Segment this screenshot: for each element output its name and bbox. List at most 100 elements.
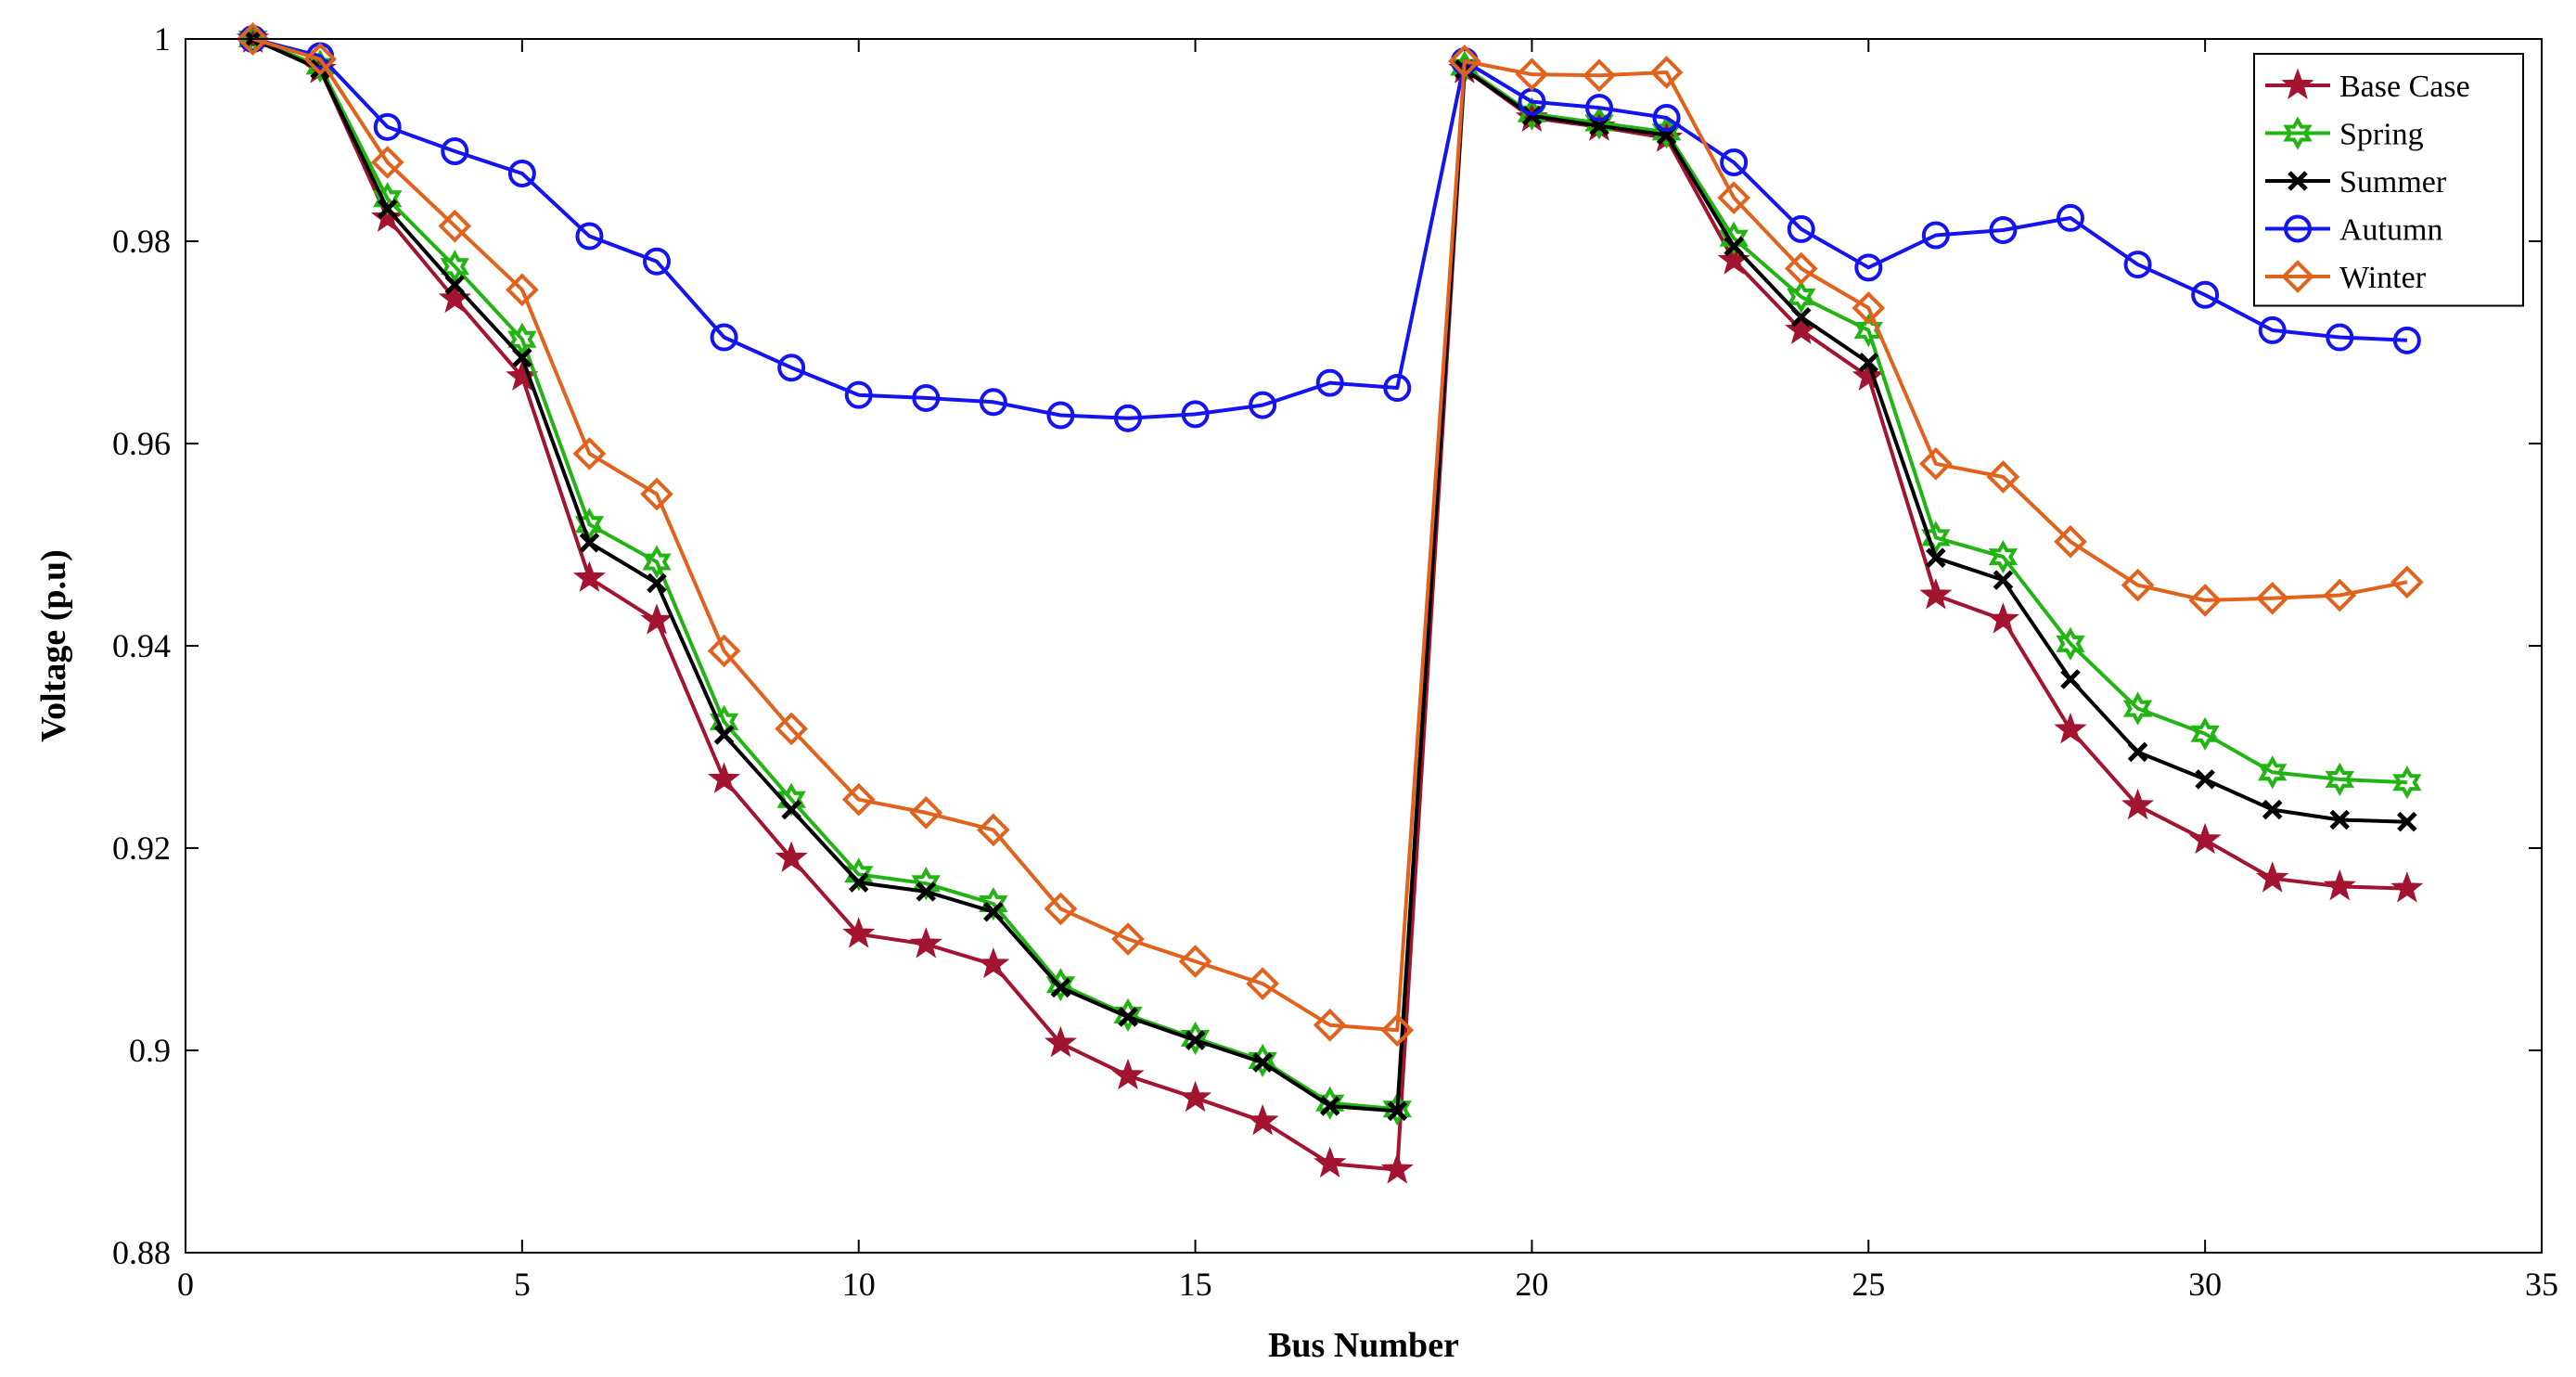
data-point <box>1179 1080 1212 1113</box>
data-point <box>2056 626 2085 661</box>
data-point <box>1382 1092 1412 1126</box>
data-point <box>236 22 270 56</box>
data-point <box>303 42 337 76</box>
data-point <box>1050 977 1071 998</box>
data-point <box>2190 716 2220 751</box>
legend-item: Winter <box>2265 260 2427 295</box>
data-point <box>1652 104 1681 133</box>
data-point <box>1315 368 1344 397</box>
data-point <box>1178 945 1212 978</box>
data-point <box>1988 540 2019 574</box>
data-point <box>911 867 941 901</box>
data-point <box>979 886 1008 921</box>
x-tick-label: 0 <box>177 1266 194 1303</box>
data-point <box>2397 811 2417 832</box>
data-point <box>983 901 1004 922</box>
data-point <box>1993 570 2014 590</box>
data-point <box>912 383 941 412</box>
data-point <box>1921 221 1950 250</box>
data-point <box>2054 524 2087 559</box>
data-point <box>1044 892 1078 926</box>
series-winter <box>236 22 2424 1048</box>
data-point <box>848 872 869 893</box>
data-point <box>842 917 876 948</box>
data-point <box>713 725 735 745</box>
legend-marker <box>2281 260 2314 293</box>
data-point <box>1919 446 1953 481</box>
series-layer <box>236 21 2424 1184</box>
data-point <box>1853 313 1883 347</box>
data-point <box>710 323 738 352</box>
data-point <box>1319 1096 1340 1116</box>
data-point <box>2127 741 2148 763</box>
data-point <box>1448 45 1481 78</box>
data-point <box>373 112 402 141</box>
data-point <box>572 437 607 470</box>
data-point <box>1919 578 1953 610</box>
data-point <box>1314 1146 1347 1178</box>
data-point <box>1180 1021 1211 1055</box>
data-point <box>1313 1008 1347 1042</box>
data-point <box>1585 94 1613 122</box>
data-point <box>2390 871 2424 903</box>
data-point <box>1044 1025 1077 1058</box>
data-point <box>1185 1030 1206 1050</box>
data-point <box>506 273 539 307</box>
data-point <box>1045 968 1076 1002</box>
series-line <box>252 37 2408 1033</box>
data-point <box>1858 353 1879 373</box>
data-point <box>438 281 471 314</box>
data-point <box>2390 565 2424 599</box>
data-point <box>1380 1152 1414 1184</box>
data-point <box>781 799 801 820</box>
data-point <box>1118 1007 1138 1027</box>
data-point <box>777 354 806 382</box>
x-tick-label: 35 <box>2525 1266 2558 1303</box>
data-point <box>1717 181 1750 214</box>
series-autumn <box>238 25 2421 432</box>
data-point <box>2262 799 2283 820</box>
data-point <box>2054 713 2087 744</box>
data-point <box>441 136 469 165</box>
x-axis-title: Bus Number <box>1268 1326 1459 1365</box>
data-point <box>1921 521 1951 555</box>
data-point <box>2256 861 2289 893</box>
legend-marker <box>2284 214 2312 243</box>
legend: Base Case Spring Summer Autumn Winter <box>2253 53 2524 307</box>
data-point <box>1989 216 2018 245</box>
data-point <box>1515 58 1549 91</box>
data-point <box>2323 869 2356 901</box>
data-point <box>2195 769 2215 790</box>
data-point <box>2323 578 2357 612</box>
data-point <box>377 199 398 219</box>
data-point <box>1113 997 1143 1032</box>
y-tick-label: 0.92 <box>112 830 171 867</box>
data-point <box>775 841 808 872</box>
data-point <box>979 388 1007 417</box>
data-point <box>1986 460 2020 494</box>
data-point <box>1583 58 1616 93</box>
data-point <box>572 560 606 592</box>
legend-item: Spring <box>2265 116 2424 152</box>
data-point <box>1248 1043 1277 1077</box>
legend-item: Base Case <box>2265 68 2470 104</box>
data-point <box>1046 401 1075 430</box>
data-point <box>1790 306 1812 328</box>
legend-label: Base Case <box>2339 70 2470 104</box>
data-point <box>1724 236 1744 257</box>
data-point <box>909 927 942 959</box>
x-tick-label: 20 <box>1515 1266 1548 1303</box>
legend-marker <box>2283 116 2313 150</box>
series-line <box>252 37 2407 420</box>
legend-item: Summer <box>2265 165 2447 199</box>
data-point <box>1584 106 1614 140</box>
data-point <box>579 533 600 553</box>
data-point <box>1315 1086 1345 1120</box>
data-point <box>647 573 667 594</box>
y-tick-label: 1 <box>154 20 171 58</box>
axis-ticks: 0 5 10 15 20 25 30 35 0.88 0.9 0.92 0.94 0.96 0.98 1 <box>112 20 2558 1303</box>
legend-marker <box>2281 68 2314 99</box>
x-tick-label: 10 <box>842 1266 876 1303</box>
data-point <box>1252 1052 1273 1073</box>
